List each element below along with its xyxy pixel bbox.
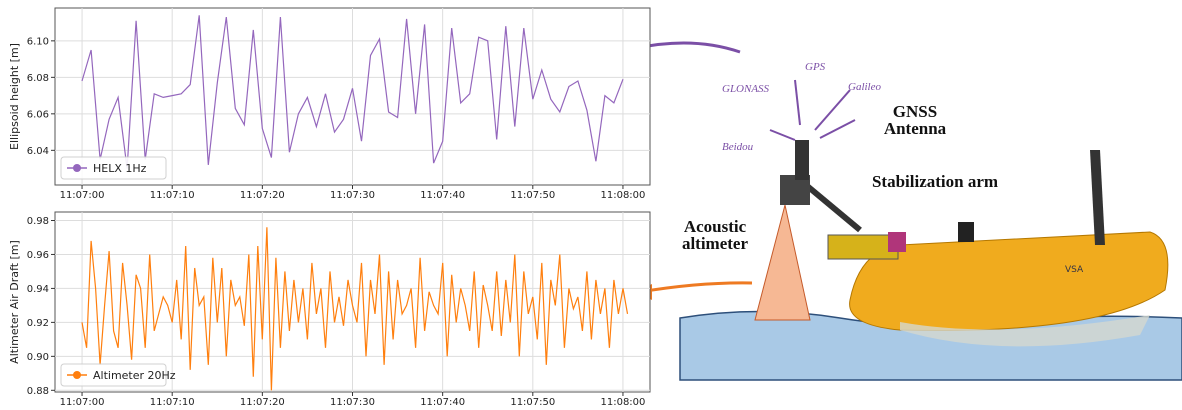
x-tick-label: 11:07:00 (60, 190, 105, 201)
x-tick-label: 11:07:50 (510, 397, 555, 408)
legend-marker (73, 164, 81, 172)
x-tick-label: 11:07:00 (60, 397, 105, 408)
arm-block (888, 232, 906, 252)
x-tick-label: 11:07:40 (420, 190, 465, 201)
y-tick-label: 6.04 (27, 146, 49, 157)
x-tick-label: 11:07:20 (240, 397, 285, 408)
y-tick-label: 0.88 (27, 386, 49, 397)
beacon (958, 222, 974, 242)
stabilization-arm-label: Stabilization arm (871, 172, 999, 191)
x-tick-label: 11:07:50 (510, 190, 555, 201)
legend-marker (73, 371, 81, 379)
gnss-antenna-label: GNSS Antenna (883, 102, 947, 138)
y-tick-label: 0.94 (27, 284, 49, 295)
signal-rays (769, 79, 856, 141)
sonar-cone (754, 204, 811, 321)
data-line (81, 15, 624, 169)
x-tick-label: 11:07:10 (150, 190, 195, 201)
x-tick-label: 11:08:00 (600, 397, 645, 408)
arrow-to-altimeter-chart (639, 281, 753, 294)
y-tick-label: 6.08 (27, 73, 49, 84)
galileo-label: Galileo (848, 81, 881, 93)
beidou-label: Beidou (722, 141, 754, 153)
x-tick-label: 11:07:20 (240, 190, 285, 201)
legend-box (60, 363, 167, 387)
y-tick-label: 0.98 (27, 216, 49, 227)
y-tick-label: 0.96 (27, 250, 49, 261)
data-line (81, 227, 629, 391)
boat-mast (1090, 150, 1105, 245)
legend-label: Altimeter 20Hz (93, 369, 176, 382)
x-tick-label: 11:07:10 (150, 397, 195, 408)
glonass-label: GLONASS (722, 83, 770, 95)
y-tick-label: 0.92 (27, 318, 49, 329)
x-tick-label: 11:07:30 (330, 397, 375, 408)
arm-base (827, 234, 899, 260)
hull-shadow (900, 315, 1150, 347)
illustration: GPS GLONASS Galileo Beidou VSA (626, 40, 1182, 381)
acoustic-altimeter-label: Acoustic altimeter (681, 217, 749, 253)
legend-label: HELX 1Hz (93, 162, 147, 175)
y-tick-label: 6.10 (27, 36, 49, 47)
x-tick-label: 11:08:00 (600, 190, 645, 201)
x-tick-label: 11:07:40 (420, 397, 465, 408)
y-tick-label: 6.06 (27, 109, 49, 120)
y-axis-label: Altimeter Air Draft [m] (8, 240, 21, 364)
y-tick-label: 0.90 (27, 352, 49, 363)
gps-label: GPS (805, 61, 826, 73)
legend-box (60, 156, 167, 180)
y-axis-label: Ellipsoid height [m] (8, 43, 21, 150)
hull-label: VSA (1065, 265, 1084, 275)
antenna-mast (795, 140, 809, 180)
x-tick-label: 11:07:30 (330, 190, 375, 201)
